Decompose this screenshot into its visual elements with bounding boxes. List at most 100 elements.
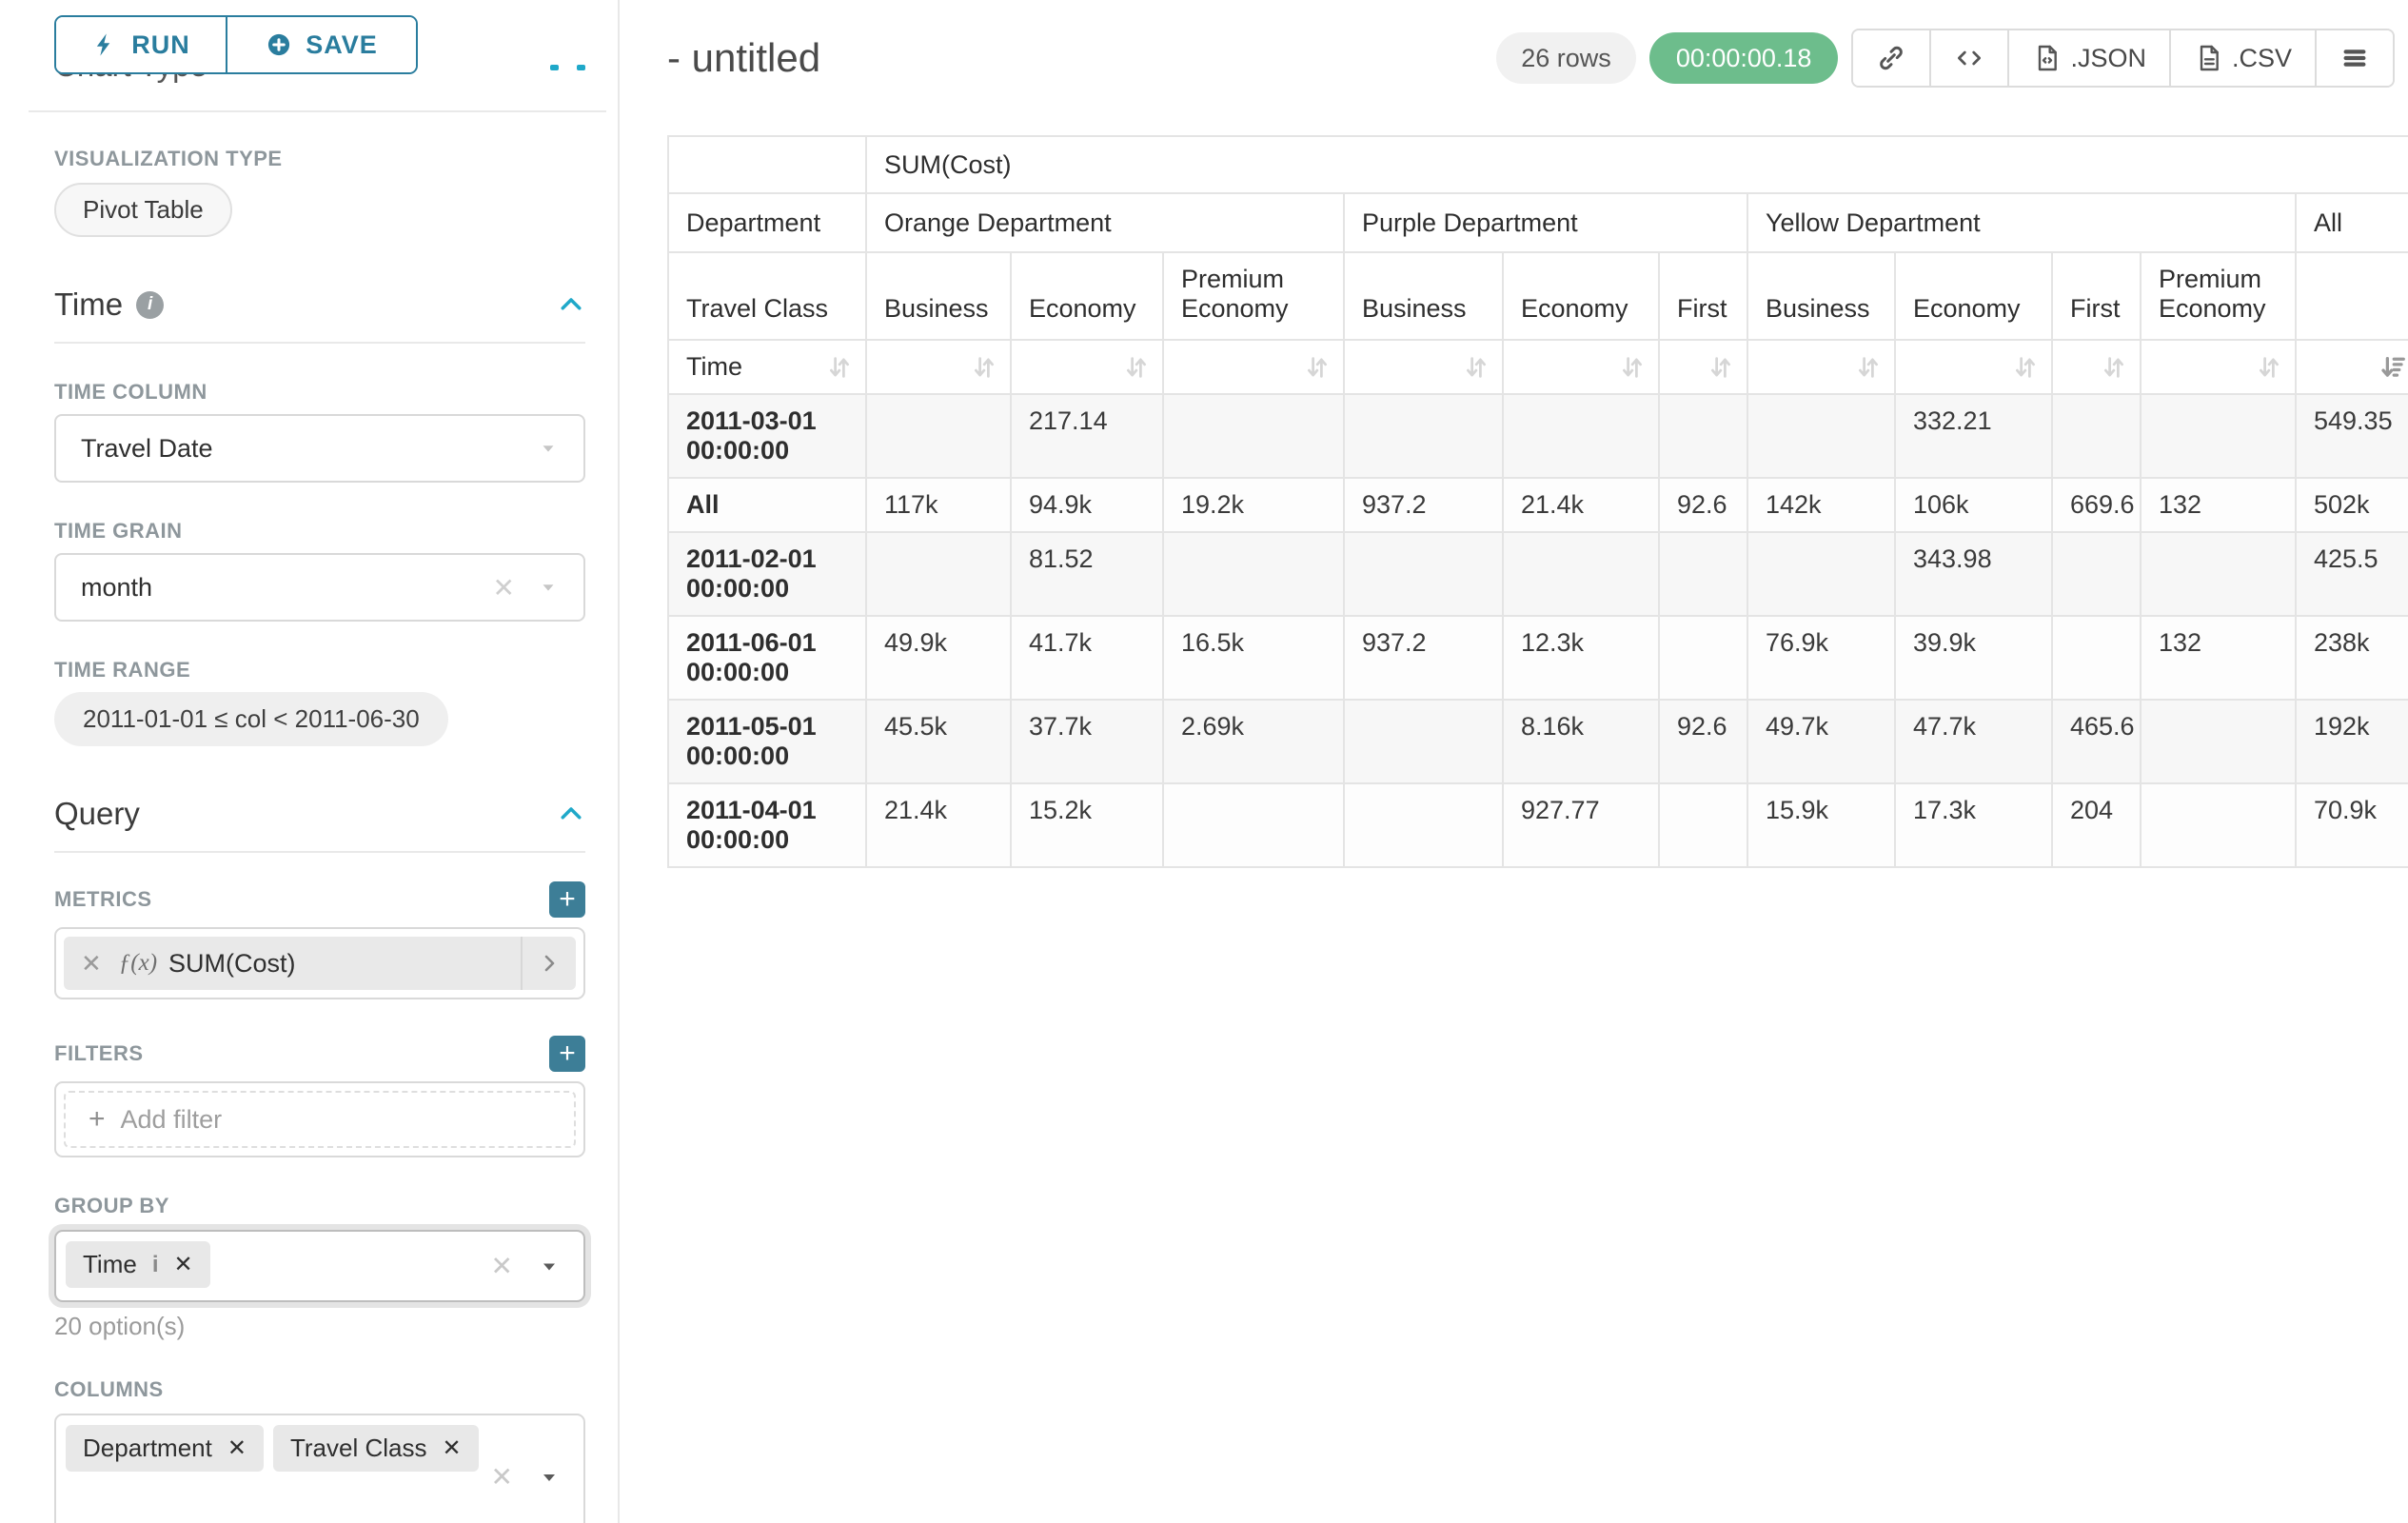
visualization-type-value[interactable]: Pivot Table — [54, 183, 232, 237]
table-row: 2011-04-01 00:00:00 21.4k 15.2k 927.77 15.9k… — [667, 782, 2408, 868]
time-section-header[interactable]: Time i — [54, 287, 585, 323]
more-options-button[interactable] — [2315, 30, 2393, 86]
share-link-button[interactable] — [1853, 30, 1930, 86]
metric-chip[interactable]: ✕ ƒ(x) SUM(Cost) — [64, 937, 576, 990]
time-column-select[interactable]: Travel Date — [54, 414, 585, 483]
metrics-box: ✕ ƒ(x) SUM(Cost) — [54, 927, 585, 999]
pivot-value-cell — [1658, 393, 1748, 479]
sort-time-column-button[interactable]: Time — [667, 339, 867, 395]
group-by-select[interactable]: Time i ✕ ✕ — [54, 1230, 585, 1302]
caret-down-icon[interactable] — [538, 1466, 561, 1489]
pivot-value-cell — [1658, 615, 1748, 701]
save-button-label: SAVE — [306, 30, 378, 59]
sort-column-button[interactable] — [865, 339, 1012, 395]
time-range-value[interactable]: 2011-01-01 ≤ col < 2011-06-30 — [54, 692, 448, 746]
pivot-table: SUM(Cost) Department Orange Department Purp… — [667, 135, 2408, 868]
pivot-value-cell: 549.35 — [2294, 393, 2408, 479]
add-filter-label: Add filter — [120, 1104, 223, 1134]
sort-column-button[interactable] — [1894, 339, 2053, 395]
run-button[interactable]: RUN — [56, 17, 226, 72]
pivot-value-cell: 15.2k — [1010, 782, 1164, 868]
remove-chip-icon[interactable]: ✕ — [173, 1252, 193, 1277]
travel-class-header: Business — [1747, 251, 1896, 341]
export-csv-button[interactable]: .CSV — [2168, 30, 2315, 86]
pivot-value-cell: 937.2 — [1343, 615, 1504, 701]
filters-row: FILTERS + — [54, 1036, 585, 1072]
add-filter-plus-button[interactable]: + — [549, 1036, 585, 1072]
metrics-row: METRICS + — [54, 881, 585, 918]
caret-down-icon — [543, 584, 554, 591]
travel-class-header: First — [1658, 251, 1748, 341]
query-timer-badge: 00:00:00.18 — [1648, 32, 1839, 84]
open-metric-popover[interactable] — [521, 937, 576, 990]
run-button-label: RUN — [131, 30, 190, 59]
remove-metric-icon[interactable]: ✕ — [81, 948, 102, 978]
sort-column-button[interactable] — [2294, 339, 2408, 395]
pivot-value-cell: 8.16k — [1502, 699, 1660, 784]
add-filter-button[interactable]: + Add filter — [64, 1091, 576, 1148]
time-grain-label: TIME GRAIN — [54, 519, 183, 543]
clipped-collapse-icon[interactable] — [577, 65, 585, 70]
clear-all-icon[interactable]: ✕ — [490, 1251, 513, 1281]
pivot-value-cell: 217.14 — [1010, 393, 1164, 479]
visualization-type-label: VISUALIZATION TYPE — [54, 147, 283, 170]
columns-chip-travel-class[interactable]: Travel Class ✕ — [272, 1425, 479, 1472]
sort-column-button[interactable] — [1010, 339, 1164, 395]
travel-class-header: Economy — [1502, 251, 1660, 341]
sort-column-button[interactable] — [2140, 339, 2297, 395]
sort-column-button[interactable] — [1343, 339, 1504, 395]
sort-neutral-icon — [1711, 356, 1730, 378]
section-divider — [54, 342, 585, 344]
remove-chip-icon[interactable]: ✕ — [442, 1435, 462, 1461]
view-query-button[interactable] — [1929, 30, 2008, 86]
pivot-value-cell: 92.6 — [1658, 699, 1748, 784]
row-label: 2011-04-01 00:00:00 — [667, 782, 867, 868]
pivot-value-cell: 47.7k — [1894, 699, 2053, 784]
filters-box: + Add filter — [54, 1081, 585, 1157]
travel-class-header: Economy — [1010, 251, 1164, 341]
pivot-value-cell: 39.9k — [1894, 615, 2053, 701]
pivot-value-cell: 502k — [2294, 477, 2408, 533]
pivot-value-cell: 238k — [2294, 615, 2408, 701]
caret-down-icon[interactable] — [538, 1255, 561, 1277]
columns-select[interactable]: Department ✕ Travel Class ✕ ✕ — [54, 1414, 585, 1523]
pivot-value-cell: 41.7k — [1010, 615, 1164, 701]
chart-title[interactable]: - untitled — [667, 35, 821, 80]
pivot-value-cell — [1747, 531, 1896, 617]
plus-icon: + — [89, 1103, 106, 1135]
columns-chip-department[interactable]: Department ✕ — [66, 1425, 264, 1472]
department-group-header: Purple Department — [1343, 192, 1748, 253]
clipped-search-icon[interactable] — [550, 65, 559, 70]
pivot-value-cell: 2.69k — [1162, 699, 1345, 784]
chevron-up-icon[interactable] — [557, 290, 585, 319]
clear-icon[interactable]: ✕ — [492, 572, 515, 603]
row-label: All — [667, 477, 867, 533]
add-metric-button[interactable]: + — [549, 881, 585, 918]
query-section-header[interactable]: Query — [54, 796, 585, 832]
sort-column-button[interactable] — [2051, 339, 2142, 395]
chip-label: Time — [83, 1250, 137, 1278]
sort-neutral-icon — [2104, 356, 2123, 378]
sort-column-button[interactable] — [1658, 339, 1748, 395]
sort-column-button[interactable] — [1162, 339, 1345, 395]
json-file-icon — [2039, 45, 2058, 71]
pivot-value-cell — [1343, 531, 1504, 617]
pivot-value-cell: 192k — [2294, 699, 2408, 784]
pivot-value-cell: 19.2k — [1162, 477, 1345, 533]
chart-type-section-header: Chart Type RUN SAVE — [0, 0, 618, 112]
export-json-button[interactable]: .JSON — [2007, 30, 2169, 86]
save-button[interactable]: SAVE — [226, 17, 416, 72]
remove-chip-icon[interactable]: ✕ — [227, 1435, 247, 1461]
time-grain-select[interactable]: month ✕ — [54, 553, 585, 622]
pivot-value-cell — [865, 393, 1012, 479]
pivot-value-cell — [1162, 782, 1345, 868]
sort-column-button[interactable] — [1747, 339, 1896, 395]
lightning-bolt-icon — [97, 33, 110, 56]
clear-all-icon[interactable]: ✕ — [490, 1462, 513, 1492]
row-label: 2011-05-01 00:00:00 — [667, 699, 867, 784]
group-by-chip-time[interactable]: Time i ✕ — [66, 1241, 210, 1288]
sort-neutral-icon — [1467, 356, 1486, 378]
chevron-up-icon[interactable] — [557, 800, 585, 828]
sort-column-button[interactable] — [1502, 339, 1660, 395]
